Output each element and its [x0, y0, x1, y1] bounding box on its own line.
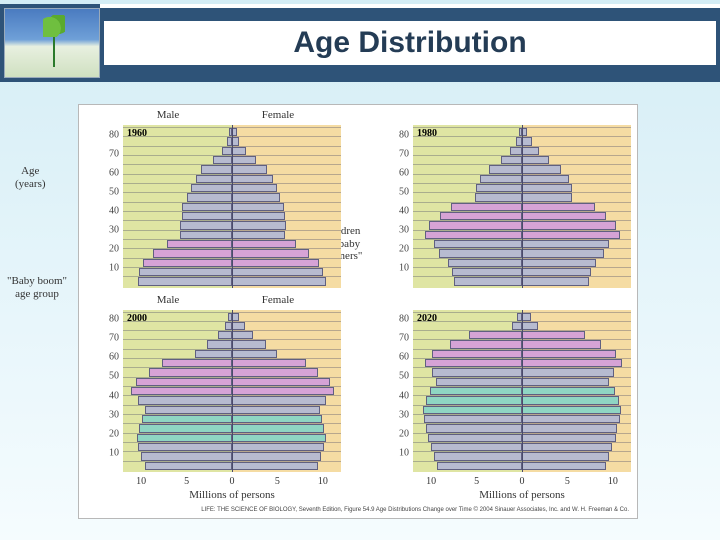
male-half	[123, 125, 232, 288]
y-ticks: 8070605040302010	[373, 125, 411, 288]
male-half	[413, 310, 522, 473]
female-half	[522, 125, 631, 288]
year-label: 2020	[417, 313, 437, 324]
age-distribution-figure: Age (years) "Baby boom" age group Childr…	[78, 104, 638, 519]
year-label: 1980	[417, 128, 437, 139]
baby-boom-annotation: "Baby boom" age group	[7, 275, 67, 300]
x-axis-caption: Millions of persons	[123, 489, 341, 501]
male-half	[413, 125, 522, 288]
plant-photo	[4, 8, 100, 78]
y-ticks: 8070605040302010	[373, 310, 411, 473]
female-half	[522, 310, 631, 473]
pyramid-panel-1980: 8070605040302010 1980	[373, 111, 633, 292]
page-title: Age Distribution	[104, 21, 716, 65]
female-label: Female	[213, 109, 343, 121]
year-label: 1960	[127, 128, 147, 139]
title-bar: Age Distribution	[0, 4, 720, 82]
x-axis: 1050510 Millions of persons 1050510 Mill…	[83, 476, 633, 506]
x-axis-caption: Millions of persons	[413, 489, 631, 501]
pyramid-panel-2000: MaleFemale 8070605040302010 2000	[83, 296, 343, 477]
male-half	[123, 310, 232, 473]
y-axis-label: Age (years)	[15, 165, 46, 190]
female-label: Female	[213, 294, 343, 306]
pyramid-panel-1960: MaleFemale 8070605040302010 1960	[83, 111, 343, 292]
y-ticks: 8070605040302010	[83, 125, 121, 288]
pyramid-panel-2020: 8070605040302010 2020	[373, 296, 633, 477]
y-ticks: 8070605040302010	[83, 310, 121, 473]
male-label: Male	[83, 109, 213, 121]
year-label: 2000	[127, 313, 147, 324]
male-label: Male	[83, 294, 213, 306]
figure-credit: LIFE: THE SCIENCE OF BIOLOGY, Seventh Ed…	[83, 506, 633, 513]
female-half	[232, 310, 341, 473]
female-half	[232, 125, 341, 288]
